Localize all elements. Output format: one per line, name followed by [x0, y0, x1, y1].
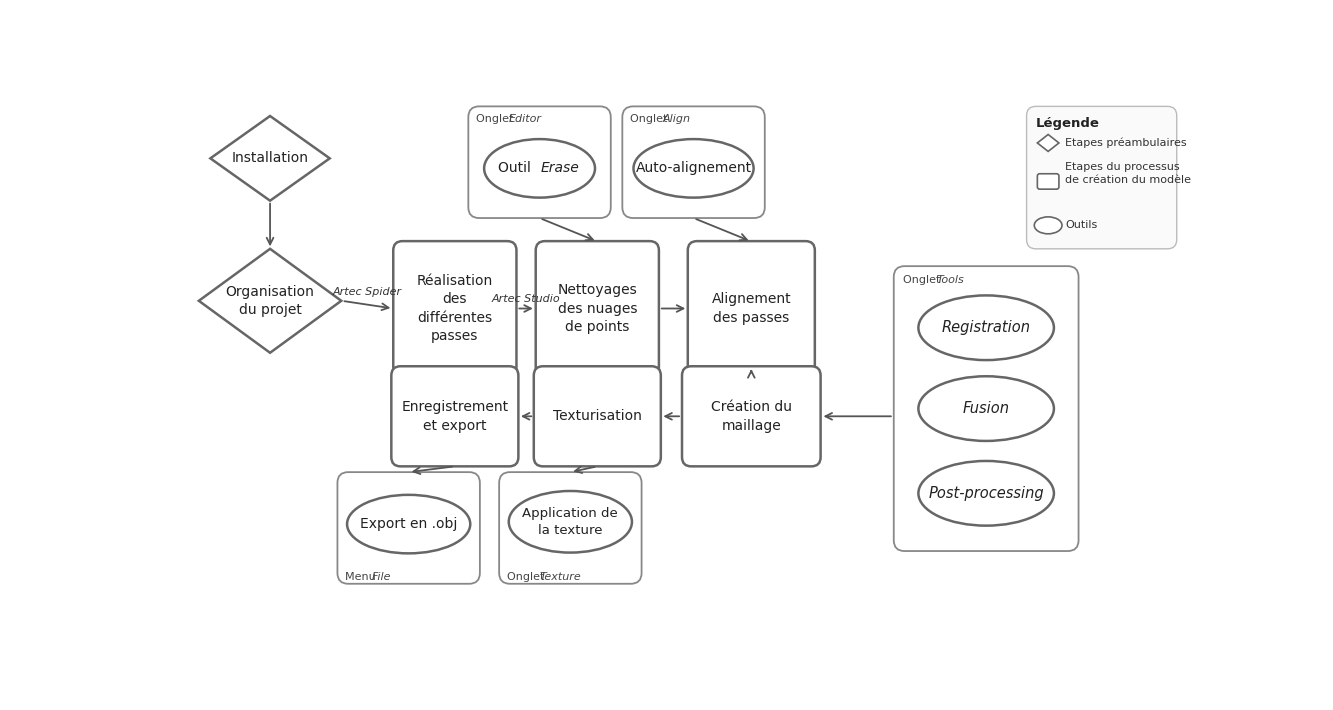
FancyBboxPatch shape [337, 472, 480, 584]
Text: Etapes du processus
de création du modèle: Etapes du processus de création du modèl… [1065, 162, 1192, 185]
Text: Onglet: Onglet [631, 114, 670, 124]
Text: Outils: Outils [1065, 220, 1097, 230]
Text: Fusion: Fusion [962, 401, 1009, 416]
Text: Texturisation: Texturisation [553, 409, 641, 423]
Text: Erase: Erase [541, 161, 580, 175]
Text: Etapes préambulaires: Etapes préambulaires [1065, 138, 1186, 148]
Text: Création du
maillage: Création du maillage [710, 400, 792, 432]
Text: File: File [372, 572, 392, 582]
Text: Align: Align [663, 114, 690, 124]
Ellipse shape [918, 461, 1054, 525]
Ellipse shape [347, 495, 471, 553]
Polygon shape [199, 248, 341, 353]
Ellipse shape [1034, 217, 1062, 234]
FancyBboxPatch shape [468, 106, 611, 218]
Ellipse shape [484, 139, 595, 197]
FancyBboxPatch shape [536, 241, 659, 376]
FancyBboxPatch shape [682, 366, 821, 466]
Text: Installation: Installation [232, 151, 308, 165]
Text: Tools: Tools [937, 275, 965, 285]
Text: Nettoyages
des nuages
de points: Nettoyages des nuages de points [557, 283, 637, 334]
Text: Enregistrement
et export: Enregistrement et export [401, 400, 508, 432]
FancyBboxPatch shape [499, 472, 641, 584]
Text: Légende: Légende [1036, 117, 1100, 130]
Text: Artec Studio: Artec Studio [492, 294, 560, 305]
Text: Artec Spider: Artec Spider [333, 287, 403, 297]
Text: Onglet: Onglet [902, 275, 944, 285]
Text: Organisation
du projet: Organisation du projet [225, 285, 315, 317]
FancyBboxPatch shape [1037, 174, 1058, 189]
Text: Onglet: Onglet [507, 572, 548, 582]
Text: Menu: Menu [345, 572, 380, 582]
FancyBboxPatch shape [392, 366, 519, 466]
Text: Auto-alignement: Auto-alignement [636, 161, 752, 175]
Text: Outil: Outil [499, 161, 536, 175]
Text: Texture: Texture [539, 572, 581, 582]
Text: Post-processing: Post-processing [928, 486, 1044, 501]
FancyBboxPatch shape [1026, 106, 1177, 248]
FancyBboxPatch shape [893, 266, 1078, 551]
Text: Onglet: Onglet [476, 114, 517, 124]
Text: Export en .obj: Export en .obj [360, 517, 457, 531]
FancyBboxPatch shape [393, 241, 516, 376]
FancyBboxPatch shape [533, 366, 661, 466]
Text: Alignement
des passes: Alignement des passes [712, 293, 790, 324]
FancyBboxPatch shape [688, 241, 814, 376]
Ellipse shape [509, 491, 632, 552]
Text: Application de
la texture: Application de la texture [523, 507, 619, 537]
FancyBboxPatch shape [623, 106, 765, 218]
Ellipse shape [918, 295, 1054, 360]
Text: Réalisation
des
différentes
passes: Réalisation des différentes passes [417, 274, 493, 343]
Text: Editor: Editor [508, 114, 541, 124]
Polygon shape [211, 116, 329, 201]
Polygon shape [1037, 134, 1058, 151]
Ellipse shape [918, 376, 1054, 441]
Text: Registration: Registration [941, 320, 1030, 335]
Ellipse shape [633, 139, 753, 197]
